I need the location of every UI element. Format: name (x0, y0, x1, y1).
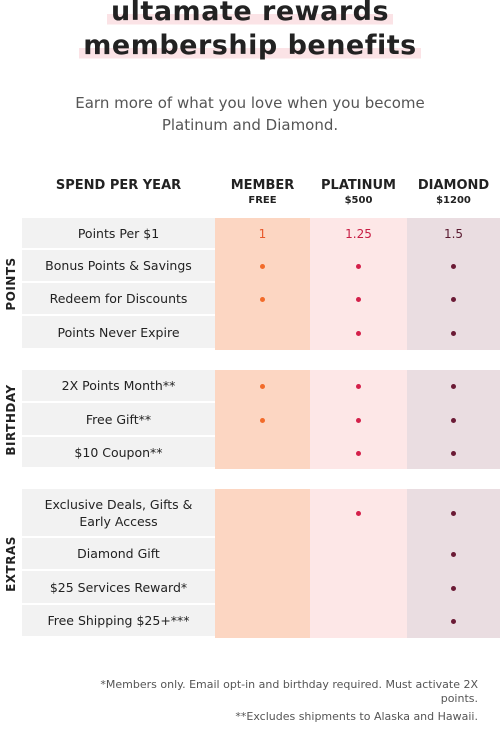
benefit-cell (407, 403, 500, 437)
section-label: BIRTHDAY (0, 370, 22, 469)
header-label: SPEND PER YEAR (55, 178, 182, 193)
benefit-cell: 1.25 (345, 227, 372, 241)
benefit-cell (215, 571, 310, 605)
included-dot (260, 417, 265, 423)
benefit-cell (407, 489, 500, 538)
included-dot (451, 619, 456, 624)
included-dot (260, 297, 265, 302)
benefit-cell (215, 489, 310, 538)
section-name: EXTRAS (4, 535, 18, 592)
title-text: ultamate rewards (106, 0, 394, 27)
included-dot (451, 297, 456, 302)
section-label: POINTS (0, 218, 22, 350)
included-dot (356, 330, 361, 336)
row-label: $25 Services Reward* (22, 571, 215, 605)
benefit-cell (310, 316, 407, 350)
subtitle: Earn more of what you love when you beco… (75, 94, 425, 134)
title-line: ultamate rewards (0, 0, 500, 28)
tier-spend: $500 (344, 195, 373, 206)
benefit-cell (215, 370, 310, 403)
row-label: Diamond Gift (22, 538, 215, 571)
section-name: POINTS (4, 257, 18, 311)
benefit-cell (215, 283, 310, 316)
tier-spend: $1200 (436, 195, 471, 206)
benefit-cell (407, 370, 500, 403)
benefit-cell (407, 538, 500, 571)
included-dot (451, 552, 456, 557)
row-label: Points Per $1 (22, 218, 215, 250)
tier-header: MEMBER FREE (215, 178, 310, 206)
tier-column (215, 218, 310, 350)
benefit-cell (310, 571, 407, 605)
row-label: $10 Coupon** (22, 437, 215, 469)
included-dot (451, 417, 456, 423)
benefit-cell (310, 403, 407, 437)
tier-header: PLATINUM $500 (310, 178, 407, 206)
benefit-cell: 1.5 (443, 227, 464, 241)
row-label: Exclusive Deals, Gifts & Early Access (22, 489, 215, 538)
footnote: *Members only. Email opt-in and birthday… (100, 678, 478, 705)
tier-column (407, 218, 500, 350)
tier-column (310, 218, 407, 350)
benefit-cell (310, 538, 407, 571)
row-label: Bonus Points & Savings (22, 250, 215, 283)
title-text: membership benefits (79, 30, 421, 61)
tier-name: DIAMOND (417, 178, 490, 193)
included-dot (451, 450, 456, 456)
included-dot (260, 264, 265, 269)
section-label: EXTRAS (0, 489, 22, 638)
included-dot (356, 297, 361, 302)
benefit-cell (407, 571, 500, 605)
included-dot (451, 384, 456, 389)
benefit-cell (215, 605, 310, 638)
included-dot (451, 264, 456, 269)
row-label: Free Gift** (22, 403, 215, 437)
tier-column (215, 489, 310, 638)
title-line: membership benefits (0, 30, 500, 62)
benefit-cell (407, 250, 500, 283)
benefit-cell (310, 489, 407, 538)
section-name: BIRTHDAY (4, 383, 18, 456)
benefit-cell (215, 250, 310, 283)
included-dot (451, 585, 456, 591)
row-label: Redeem for Discounts (22, 283, 215, 316)
benefit-cell (215, 538, 310, 571)
benefit-cell (407, 283, 500, 316)
included-dot (356, 511, 361, 516)
benefit-cell (310, 250, 407, 283)
benefit-cell: 1 (258, 227, 267, 241)
benefit-cell (407, 437, 500, 469)
benefit-cell (215, 437, 310, 469)
benefit-cell (407, 316, 500, 350)
included-dot (356, 384, 361, 389)
tier-header: DIAMOND $1200 (407, 178, 500, 206)
included-dot (451, 511, 456, 516)
included-dot (356, 264, 361, 269)
row-label: Points Never Expire (22, 316, 215, 350)
footnote: **Excludes shipments to Alaska and Hawai… (235, 710, 478, 723)
benefit-cell (310, 283, 407, 316)
row-label: 2X Points Month** (22, 370, 215, 403)
tier-spend: FREE (248, 195, 277, 206)
benefit-cell (310, 437, 407, 469)
included-dot (356, 417, 361, 423)
row-label: Free Shipping $25+*** (22, 605, 215, 638)
benefit-cell (310, 370, 407, 403)
benefit-cell (310, 605, 407, 638)
included-dot (260, 384, 265, 389)
benefit-cell (407, 605, 500, 638)
tier-name: PLATINUM (321, 178, 396, 193)
benefit-cell (215, 403, 310, 437)
benefit-cell (215, 316, 310, 350)
included-dot (356, 450, 361, 456)
tier-name: MEMBER (230, 178, 295, 193)
included-dot (451, 330, 456, 336)
